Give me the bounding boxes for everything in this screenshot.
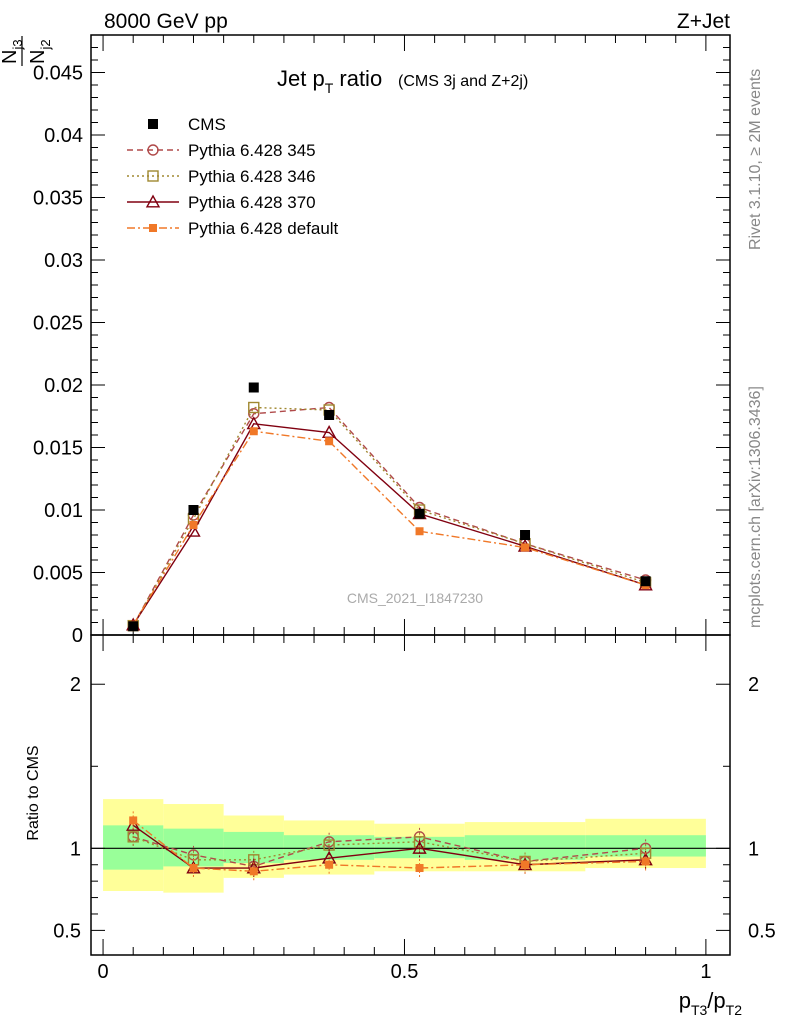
- ratio-y-label: Ratio to CMS: [25, 745, 42, 840]
- ratio-bands: [103, 799, 706, 893]
- main-panel-series: [126, 382, 653, 632]
- point-cms: [128, 621, 139, 632]
- chart-title-note: (CMS 3j and Z+2j): [398, 73, 528, 90]
- ratio-point-pdefault: [249, 867, 258, 876]
- mcplots-label: mcplots.cern.ch [arXiv:1306.3436]: [747, 386, 764, 628]
- x-tick-label: 0: [97, 961, 108, 983]
- legend-marker-p346: [147, 170, 159, 182]
- x-label-slash: /p: [707, 988, 725, 1013]
- analysis-watermark: CMS_2021_I1847230: [347, 590, 483, 606]
- y-tick-label: 0.035: [33, 188, 83, 210]
- ratio-panel: 0.5 0.5 1 1 2 2: [53, 634, 776, 956]
- ratio-tick-label-right: 1: [748, 838, 759, 860]
- ratio-point-p370: [126, 817, 141, 831]
- y-tick-label: 0.01: [44, 500, 83, 522]
- ratio-point-p370: [412, 840, 427, 854]
- point-p346: [248, 401, 260, 414]
- y-label-num-sub: j3: [10, 39, 25, 50]
- ratio-point-pdefault: [325, 860, 334, 869]
- point-cms: [414, 508, 425, 519]
- y-tick-label: 0.025: [33, 313, 83, 335]
- y-tick-label: 0.015: [33, 438, 83, 460]
- legend-label-p345: Pythia 6.428 345: [188, 141, 316, 160]
- legend-marker-cms: [148, 119, 158, 129]
- y-tick-label: 0.045: [33, 63, 83, 85]
- ratio-band-inner: [464, 835, 586, 860]
- y-axis-label: Nj3 Nj2: [0, 36, 53, 66]
- main-panel: 0 0.005 0.01 0.015 0.02 0.025 0.03 0.035 0.04 0.0…: [33, 34, 731, 647]
- legend-label-cms: CMS: [188, 115, 226, 134]
- point-pdefault: [189, 521, 198, 529]
- x-tick-labels: 0 0.5 1: [97, 961, 711, 983]
- y-label-den: N: [27, 50, 49, 64]
- x-tick-label: 1: [700, 961, 711, 983]
- rivet-version-label: Rivet 3.1.10, ≥ 2M events: [747, 69, 764, 250]
- ratio-tick-label: 0.5: [53, 920, 81, 942]
- x-tick-label: 0.5: [391, 961, 419, 983]
- x-label-sub1: T3: [691, 1002, 708, 1018]
- ratio-point-p346: [413, 836, 426, 848]
- ratio-point-p346: [127, 831, 139, 843]
- ratio-tick-label: 2: [70, 674, 81, 696]
- ratio-band-inner: [283, 835, 375, 860]
- main-panel-frame: [90, 34, 731, 636]
- x-axis-label: pT3/pT2: [679, 988, 743, 1018]
- main-panel-ticks: 0 0.005 0.01 0.015 0.02 0.025 0.03 0.035 0.04 0.0…: [33, 35, 730, 647]
- point-cms: [640, 576, 651, 587]
- y-label-num: N: [0, 50, 21, 64]
- chart-title-main: Jet p: [277, 66, 325, 91]
- y-tick-label: 0: [72, 625, 83, 647]
- x-label-p1: p: [679, 988, 691, 1013]
- legend-label-p346: Pythia 6.428 346: [188, 167, 316, 186]
- legend-label-p370: Pythia 6.428 370: [188, 193, 316, 212]
- header-left: 8000 GeV pp: [104, 10, 228, 33]
- ratio-point-pdefault: [129, 816, 138, 825]
- x-label-sub2: T2: [726, 1002, 743, 1018]
- y-tick-label: 0.005: [33, 563, 83, 585]
- legend-label-pdefault: Pythia 6.428 default: [188, 219, 339, 238]
- point-cms: [324, 410, 335, 420]
- chart-title-sub: T: [325, 80, 334, 96]
- y-label-den-sub: j2: [38, 39, 53, 50]
- ratio-point-pdefault: [521, 860, 530, 869]
- y-tick-label: 0.04: [44, 125, 83, 147]
- y-tick-label: 0.02: [44, 375, 83, 397]
- chart-title: Jet pT ratio: [277, 66, 382, 96]
- legend-marker-p370: [145, 194, 161, 208]
- ratio-panel-ticks: 0.5 0.5 1 1 2 2: [53, 635, 776, 955]
- point-p370: [186, 523, 201, 537]
- y-label-numerator: Nj3: [0, 39, 25, 64]
- ratio-point-pdefault: [641, 857, 650, 866]
- ratio-point-pdefault: [189, 864, 198, 873]
- point-pdefault: [521, 543, 530, 552]
- point-pdefault: [415, 527, 424, 536]
- legend-marker-pdefault: [149, 224, 157, 232]
- legend: CMS Pythia 6.428 345 Pythia 6.428 346 Pythi…: [127, 115, 339, 238]
- point-cms: [188, 505, 199, 515]
- y-label-denominator: Nj2: [27, 39, 53, 64]
- header-right: Z+Jet: [677, 10, 730, 33]
- ratio-tick-label: 1: [70, 838, 81, 860]
- point-cms: [520, 530, 531, 540]
- ratio-tick-label-right: 0.5: [748, 920, 776, 942]
- point-pdefault: [325, 437, 334, 446]
- ratio-point-pdefault: [415, 864, 424, 873]
- ratio-tick-label-right: 2: [748, 674, 759, 696]
- ratio-panel-series: [126, 811, 653, 881]
- ratio-panel-frame: [90, 634, 731, 956]
- y-tick-label: 0.03: [44, 250, 83, 272]
- point-cms: [248, 382, 259, 393]
- chart-title-suffix: ratio: [333, 66, 382, 91]
- point-pdefault: [249, 427, 258, 436]
- legend-marker-p345: [147, 144, 159, 156]
